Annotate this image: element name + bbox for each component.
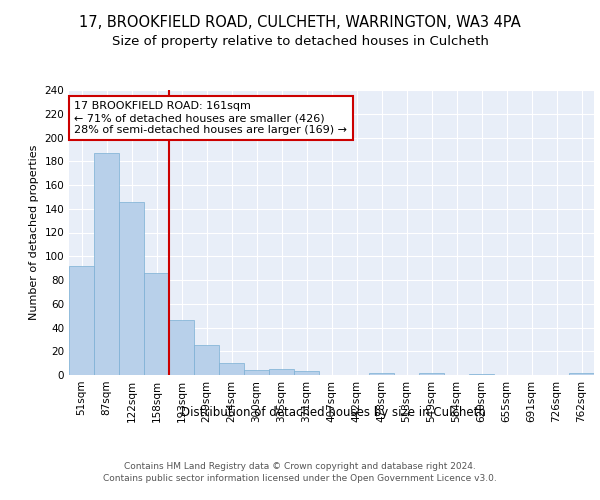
Bar	[119, 202, 144, 375]
Bar	[69, 266, 94, 375]
Bar	[169, 320, 194, 375]
Bar	[244, 370, 269, 375]
Bar	[219, 363, 244, 375]
Bar	[419, 372, 444, 375]
Y-axis label: Number of detached properties: Number of detached properties	[29, 145, 39, 320]
Text: Size of property relative to detached houses in Culcheth: Size of property relative to detached ho…	[112, 34, 488, 48]
Bar	[294, 372, 319, 375]
Text: 17 BROOKFIELD ROAD: 161sqm
← 71% of detached houses are smaller (426)
28% of sem: 17 BROOKFIELD ROAD: 161sqm ← 71% of deta…	[74, 102, 347, 134]
Text: Distribution of detached houses by size in Culcheth: Distribution of detached houses by size …	[181, 406, 485, 419]
Bar	[144, 273, 169, 375]
Bar	[269, 369, 294, 375]
Text: 17, BROOKFIELD ROAD, CULCHETH, WARRINGTON, WA3 4PA: 17, BROOKFIELD ROAD, CULCHETH, WARRINGTO…	[79, 15, 521, 30]
Bar	[194, 346, 219, 375]
Bar	[469, 374, 494, 375]
Bar	[94, 153, 119, 375]
Bar	[369, 372, 394, 375]
Bar	[569, 372, 594, 375]
Text: Contains HM Land Registry data © Crown copyright and database right 2024.
Contai: Contains HM Land Registry data © Crown c…	[103, 462, 497, 483]
